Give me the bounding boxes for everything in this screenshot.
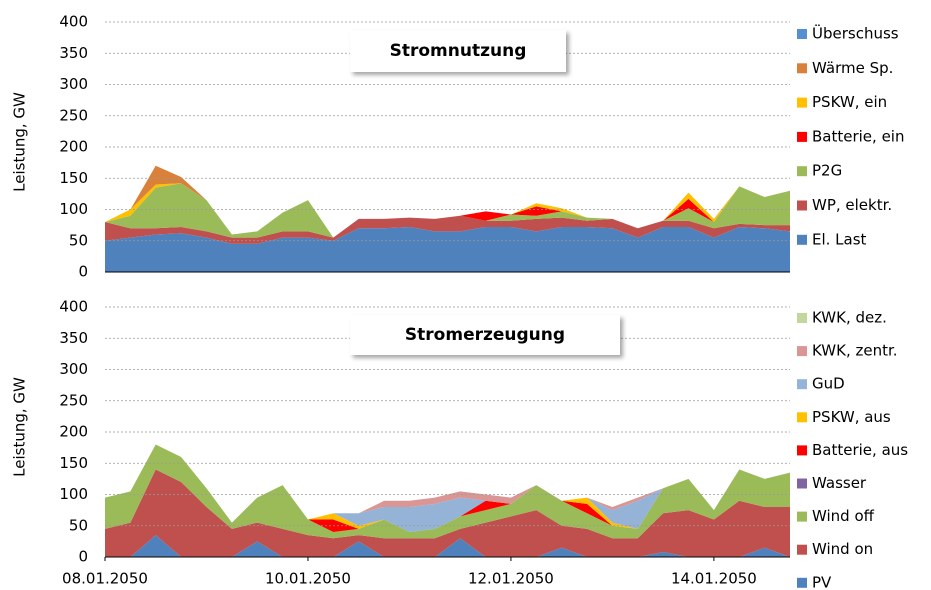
y-tick-label: 250 bbox=[59, 391, 88, 409]
y-tick-label: 150 bbox=[59, 454, 88, 472]
chart-title: Stromerzeugung bbox=[405, 325, 565, 345]
legend-label: GuD bbox=[812, 375, 845, 393]
y-axis-label: Leistung, GW bbox=[11, 377, 29, 477]
legend-label: Wärme Sp. bbox=[812, 59, 893, 77]
legend-label: KWK, zentr. bbox=[812, 342, 898, 360]
legend-swatch bbox=[797, 166, 807, 177]
legend-label: KWK, dez. bbox=[812, 309, 887, 327]
legend-swatch bbox=[797, 234, 807, 245]
legend-swatch bbox=[797, 63, 807, 74]
x-tick-label: 10.01.2050 bbox=[265, 570, 351, 588]
legend-label: Batterie, ein bbox=[812, 127, 904, 145]
x-tick-label: 14.01.2050 bbox=[671, 570, 757, 588]
chart-title: Stromnutzung bbox=[390, 41, 527, 61]
area bbox=[105, 469, 790, 557]
legend-swatch bbox=[797, 29, 807, 39]
area bbox=[105, 183, 790, 238]
y-tick-label: 300 bbox=[59, 360, 88, 378]
y-tick-label: 300 bbox=[59, 75, 88, 93]
y-tick-label: 400 bbox=[59, 298, 88, 316]
legend-swatch bbox=[797, 346, 807, 357]
legend-swatch bbox=[797, 478, 807, 489]
y-tick-label: 400 bbox=[59, 13, 88, 31]
x-tick-label: 08.01.2050 bbox=[62, 570, 148, 588]
legend-label: Wind on bbox=[812, 540, 873, 558]
y-axis-label: Leistung, GW bbox=[11, 92, 29, 192]
x-tick-label: 12.01.2050 bbox=[468, 570, 554, 588]
legend-label: El. Last bbox=[812, 230, 867, 248]
legend-label: Überschuss bbox=[812, 24, 899, 43]
y-tick-label: 50 bbox=[69, 516, 88, 534]
y-tick-label: 200 bbox=[59, 423, 88, 441]
y-tick-label: 350 bbox=[59, 329, 88, 347]
legend-swatch bbox=[797, 131, 807, 142]
legend-swatch bbox=[797, 379, 807, 390]
legend-swatch bbox=[797, 577, 807, 588]
legend-label: PSKW, ein bbox=[812, 93, 887, 111]
title-box bbox=[350, 30, 566, 72]
legend-label: PSKW, aus bbox=[812, 408, 891, 426]
y-tick-label: 350 bbox=[59, 44, 88, 62]
legend-swatch bbox=[797, 445, 807, 456]
legend-label: Wasser bbox=[812, 474, 867, 492]
y-tick-label: 100 bbox=[59, 485, 88, 503]
legend-swatch bbox=[797, 544, 807, 555]
legend-swatch bbox=[797, 511, 807, 522]
y-tick-label: 100 bbox=[59, 200, 88, 218]
legend-swatch bbox=[797, 412, 807, 423]
area bbox=[105, 535, 790, 557]
legend-swatch bbox=[797, 313, 807, 323]
area bbox=[105, 444, 790, 532]
y-tick-label: 0 bbox=[78, 548, 88, 566]
y-tick-label: 150 bbox=[59, 169, 88, 187]
legend-label: Batterie, aus bbox=[812, 441, 908, 459]
legend-swatch bbox=[797, 97, 807, 108]
area bbox=[105, 227, 790, 272]
y-tick-label: 50 bbox=[69, 231, 88, 249]
legend-label: PV bbox=[812, 573, 832, 590]
legend-label: P2G bbox=[812, 162, 842, 180]
legend-swatch bbox=[797, 200, 807, 211]
area bbox=[105, 215, 790, 244]
y-tick-label: 250 bbox=[59, 106, 88, 124]
area bbox=[105, 444, 790, 539]
y-tick-label: 0 bbox=[78, 263, 88, 281]
y-tick-label: 200 bbox=[59, 138, 88, 156]
legend-label: WP, elektr. bbox=[812, 196, 892, 214]
legend-label: Wind off bbox=[812, 507, 875, 525]
title-box bbox=[350, 315, 620, 355]
